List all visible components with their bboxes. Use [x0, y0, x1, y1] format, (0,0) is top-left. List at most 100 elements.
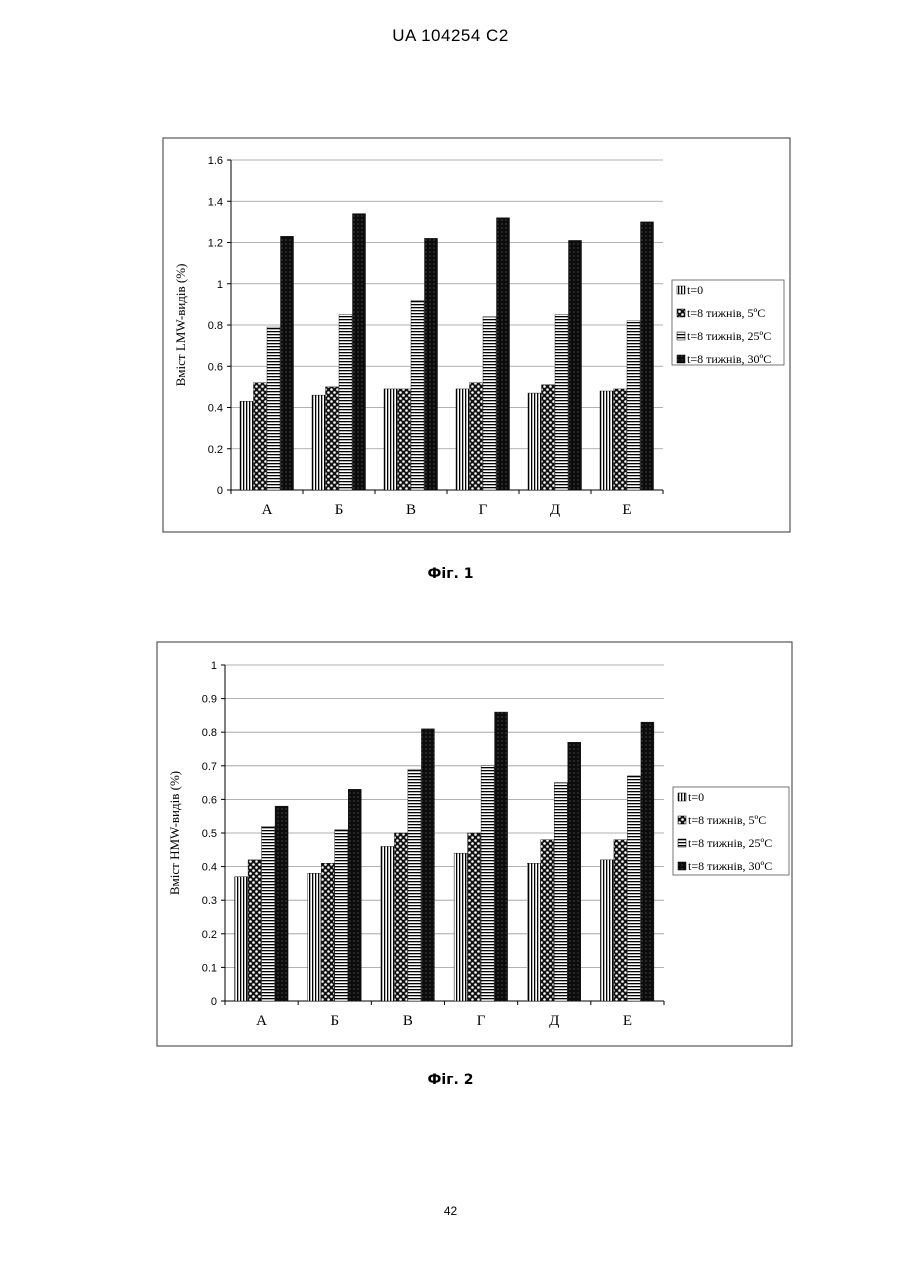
legend-swatch: [678, 816, 686, 824]
legend-entry: t=0: [688, 790, 704, 804]
legend-entry: t=8 тижнів, 30ºC: [687, 352, 771, 366]
legend-swatch: [677, 309, 685, 317]
legend-entry: t=8 тижнів, 30ºC: [688, 859, 772, 873]
y-tick-label: 0.8: [202, 727, 217, 739]
bar-3-series-0: [454, 853, 467, 1001]
figure-2-caption: Фіг. 2: [0, 1072, 901, 1088]
figure-1-lmw-bar-chart: 0 0.2 0.4 0.6 0.8 1 1.2 1.4 1.6 Вміст LMW-видів (…: [0, 130, 901, 540]
x-tick-label: А: [262, 502, 273, 518]
legend-swatch: [678, 793, 686, 801]
y-tick-label: 1: [217, 279, 223, 291]
bar-3-series-2: [481, 766, 494, 1001]
y-tick-label: 0.9: [202, 694, 217, 706]
bar-5-series-0: [600, 391, 613, 490]
x-tick-label: В: [406, 502, 416, 518]
bar-4-series-2: [554, 783, 567, 1001]
bar-5-series-2: [627, 321, 640, 490]
legend-entry: t=8 тижнів, 5ºC: [688, 813, 766, 827]
y-tick-label: 0.3: [202, 895, 217, 907]
bar-0-series-2: [267, 327, 280, 490]
bar-3-series-3: [495, 712, 508, 1001]
bar-2-series-2: [408, 769, 421, 1001]
x-tick-label: В: [403, 1013, 413, 1029]
bar-2-series-0: [381, 846, 394, 1001]
y-tick-label: 0.2: [208, 444, 223, 456]
y-axis-label: Вміст LMW-видів (%): [173, 264, 188, 387]
bar-3-series-1: [468, 833, 481, 1001]
bar-5-series-3: [641, 222, 654, 490]
bar-1-series-1: [321, 863, 334, 1001]
bar-3-series-1: [470, 383, 483, 490]
bar-4-series-2: [555, 315, 568, 490]
legend-entry: t=8 тижнів, 25ºC: [687, 329, 771, 343]
bar-5-series-1: [614, 840, 627, 1001]
bar-3-series-3: [497, 218, 510, 490]
bar-3-series-2: [483, 317, 496, 490]
bar-0-series-2: [262, 826, 275, 1001]
y-tick-label: 1: [211, 660, 217, 672]
chart-legend: t=0t=8 тижнів, 5ºCt=8 тижнів, 25ºCt=8 ти…: [672, 280, 784, 366]
bar-0-series-1: [254, 383, 267, 490]
y-tick-label: 0.1: [202, 962, 217, 974]
bar-3-series-0: [456, 389, 469, 490]
bar-2-series-3: [425, 238, 438, 490]
figure-1-caption: Фіг. 1: [0, 566, 901, 582]
bar-1-series-3: [348, 789, 361, 1001]
bar-0-series-0: [235, 877, 248, 1001]
bar-0-series-0: [240, 401, 253, 490]
y-tick-label: 0.4: [208, 403, 223, 415]
y-tick-label: 0: [217, 485, 223, 497]
chart-legend: t=0 t=8 тижнів, 5ºC t=8 тижнів, 25ºC t=8 ти…: [673, 787, 789, 875]
y-tick-label: 0.7: [202, 761, 217, 773]
bar-1-series-3: [353, 214, 366, 490]
bar-1-series-0: [312, 395, 325, 490]
y-tick-label: 0.6: [202, 794, 217, 806]
x-tick-label: Г: [477, 1013, 486, 1029]
bar-4-series-3: [568, 742, 581, 1001]
y-tick-label: 0.8: [208, 320, 223, 332]
y-tick-label: 1.4: [208, 196, 223, 208]
bar-1-series-0: [308, 873, 321, 1001]
page-number: 42: [0, 1204, 901, 1218]
patent-header: UA 104254 C2: [0, 26, 901, 46]
bar-1-series-2: [335, 830, 348, 1001]
bar-4-series-3: [569, 240, 582, 490]
bar-5-series-1: [614, 389, 627, 490]
bar-2-series-2: [411, 300, 424, 490]
x-tick-label: Е: [623, 1013, 632, 1029]
legend-swatch: [677, 355, 685, 363]
legend-swatch: [677, 332, 685, 340]
y-tick-label: 0.4: [202, 862, 217, 874]
x-tick-label: Б: [330, 1013, 339, 1029]
legend-entry: t=8 тижнів, 25ºC: [688, 836, 772, 850]
bar-5-series-2: [627, 776, 640, 1001]
bar-0-series-3: [275, 806, 288, 1001]
bar-4-series-0: [527, 863, 540, 1001]
y-tick-label: 1.2: [208, 238, 223, 250]
y-tick-label: 1.6: [208, 155, 223, 167]
bar-5-series-3: [641, 722, 654, 1001]
legend-entry: t=0: [687, 283, 703, 297]
legend-swatch: [678, 862, 686, 870]
bar-4-series-0: [528, 393, 541, 490]
x-tick-label: Е: [622, 502, 631, 518]
bar-0-series-1: [248, 860, 261, 1001]
bar-2-series-1: [398, 389, 411, 490]
y-tick-label: 0.2: [202, 929, 217, 941]
bar-2-series-1: [394, 833, 407, 1001]
legend-swatch: [677, 286, 685, 294]
x-tick-label: А: [256, 1013, 267, 1029]
x-tick-label: Д: [549, 1013, 559, 1029]
y-tick-label: 0.6: [208, 361, 223, 373]
y-tick-label: 0.5: [202, 828, 217, 840]
bar-1-series-1: [326, 387, 339, 490]
bar-4-series-1: [542, 385, 555, 490]
y-axis-label: Вміст HMW-видів (%): [167, 771, 182, 895]
bar-0-series-3: [281, 236, 294, 490]
bar-2-series-3: [421, 729, 434, 1001]
bar-2-series-0: [384, 389, 397, 490]
x-tick-label: Б: [335, 502, 344, 518]
legend-swatch: [678, 839, 686, 847]
bar-5-series-0: [600, 860, 613, 1001]
x-tick-label: Д: [550, 502, 560, 518]
